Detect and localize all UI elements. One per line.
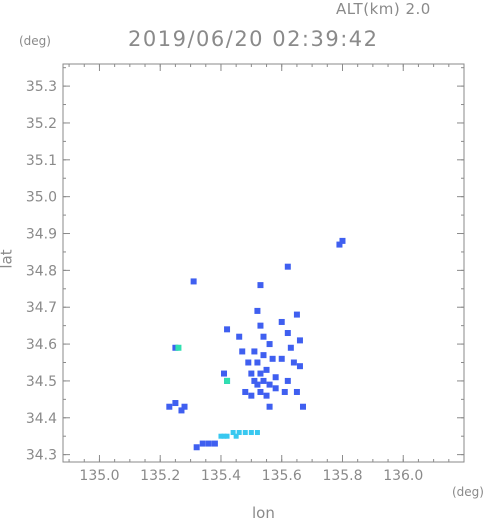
echo-point bbox=[266, 403, 273, 410]
echo-point bbox=[336, 241, 343, 248]
echo-point bbox=[284, 263, 291, 270]
echo-point bbox=[284, 330, 291, 337]
echo-point bbox=[339, 237, 346, 244]
echo-point bbox=[218, 433, 224, 439]
echo-point bbox=[248, 370, 255, 377]
y-tick-label: 34.4 bbox=[26, 411, 57, 427]
echo-point bbox=[181, 403, 188, 410]
echo-point bbox=[221, 370, 228, 377]
echo-point bbox=[245, 359, 252, 366]
echo-point bbox=[299, 403, 306, 410]
echo-point bbox=[281, 388, 288, 395]
x-axis-label: lon bbox=[252, 504, 275, 522]
y-tick-label: 34.8 bbox=[26, 263, 57, 279]
echo-point bbox=[230, 430, 236, 436]
echo-point bbox=[254, 307, 261, 314]
echo-point bbox=[263, 366, 270, 373]
echo-point bbox=[269, 355, 276, 362]
echo-point bbox=[254, 430, 260, 436]
echo-point bbox=[254, 381, 261, 388]
chart-datetime-title: 2019/06/20 02:39:42 bbox=[128, 27, 379, 51]
echo-point bbox=[242, 388, 249, 395]
echo-point bbox=[172, 344, 179, 351]
echo-point bbox=[251, 348, 258, 355]
echo-point bbox=[172, 400, 179, 407]
echo-point bbox=[242, 430, 248, 436]
echo-point bbox=[296, 363, 303, 370]
echo-point bbox=[248, 430, 254, 436]
echo-point bbox=[166, 403, 173, 410]
x-tick-label: 135.8 bbox=[322, 468, 362, 484]
echo-point bbox=[193, 444, 200, 451]
x-axis-unit: (deg) bbox=[452, 485, 484, 499]
y-tick-label: 34.3 bbox=[26, 448, 57, 464]
echo-point bbox=[257, 388, 264, 395]
echo-point bbox=[190, 278, 197, 285]
echo-point bbox=[257, 322, 264, 329]
echo-point bbox=[211, 440, 218, 447]
echo-point bbox=[239, 348, 246, 355]
echo-point bbox=[224, 377, 231, 384]
echo-point bbox=[287, 344, 294, 351]
echo-point bbox=[233, 433, 239, 439]
echo-point bbox=[254, 359, 261, 366]
x-tick-label: 135.4 bbox=[201, 468, 241, 484]
y-tick-label: 35.0 bbox=[26, 190, 57, 206]
echo-point bbox=[284, 377, 291, 384]
y-tick-label: 34.7 bbox=[26, 300, 57, 316]
x-tick-label: 135.2 bbox=[140, 468, 180, 484]
plot-frame bbox=[62, 63, 465, 463]
x-tick-label: 135.6 bbox=[262, 468, 302, 484]
echo-point bbox=[293, 311, 300, 318]
x-tick-label: 136.0 bbox=[383, 468, 423, 484]
echo-point bbox=[260, 352, 267, 359]
echo-point bbox=[260, 377, 267, 384]
echo-point bbox=[248, 392, 255, 399]
y-tick-label: 34.6 bbox=[26, 337, 57, 353]
echo-point bbox=[175, 344, 182, 351]
echo-point bbox=[257, 370, 264, 377]
echo-point bbox=[296, 337, 303, 344]
echo-point bbox=[251, 377, 258, 384]
echo-point bbox=[257, 282, 264, 289]
y-tick-label: 34.9 bbox=[26, 227, 57, 243]
echo-point bbox=[278, 318, 285, 325]
y-tick-label: 35.2 bbox=[26, 116, 57, 132]
echo-point bbox=[266, 381, 273, 388]
echo-point bbox=[205, 440, 212, 447]
echo-point bbox=[224, 326, 231, 333]
echo-point bbox=[221, 433, 227, 439]
echo-point bbox=[263, 392, 270, 399]
echo-point bbox=[224, 433, 230, 439]
y-axis-unit: (deg) bbox=[19, 34, 51, 48]
x-tick-label: 135.0 bbox=[79, 468, 119, 484]
echo-point bbox=[260, 333, 267, 340]
echo-point bbox=[236, 333, 243, 340]
y-tick-label: 35.3 bbox=[26, 79, 57, 95]
echo-point bbox=[199, 440, 206, 447]
echo-point bbox=[278, 355, 285, 362]
echo-point bbox=[236, 430, 242, 436]
altitude-label: ALT(km) 2.0 bbox=[336, 0, 431, 18]
echo-point bbox=[272, 385, 279, 392]
echo-point bbox=[272, 374, 279, 381]
echo-point bbox=[266, 341, 273, 348]
y-tick-label: 35.1 bbox=[26, 153, 57, 169]
echo-point bbox=[293, 388, 300, 395]
echo-point bbox=[290, 359, 297, 366]
y-tick-label: 34.5 bbox=[26, 374, 57, 390]
echo-point bbox=[178, 407, 185, 414]
